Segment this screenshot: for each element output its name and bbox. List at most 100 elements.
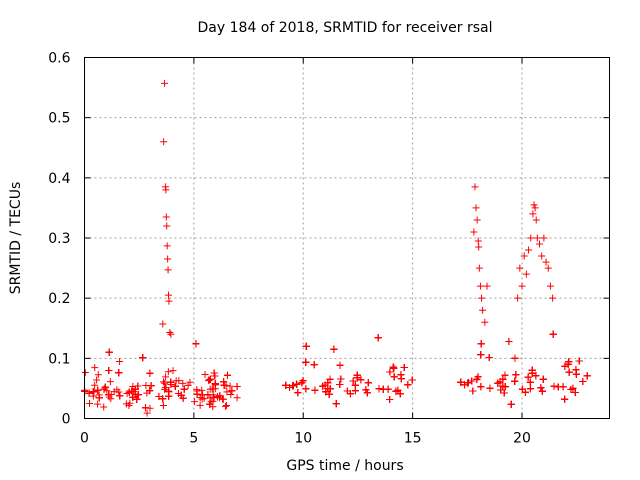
data-point bbox=[180, 385, 188, 393]
data-point bbox=[161, 79, 169, 87]
data-point bbox=[511, 354, 519, 362]
data-point bbox=[408, 376, 416, 384]
data-point bbox=[349, 377, 357, 385]
data-point bbox=[93, 376, 101, 384]
data-point bbox=[471, 183, 479, 191]
data-point bbox=[175, 377, 183, 385]
data-point bbox=[496, 378, 504, 386]
data-point bbox=[565, 358, 573, 366]
data-point bbox=[386, 395, 394, 403]
data-point bbox=[501, 383, 509, 391]
x-tick-label: 0 bbox=[80, 431, 89, 447]
data-point bbox=[222, 401, 230, 409]
data-point bbox=[379, 385, 387, 393]
data-point bbox=[390, 373, 398, 381]
data-point bbox=[546, 282, 554, 290]
data-point bbox=[479, 306, 487, 314]
y-tick-label: 0.5 bbox=[48, 111, 70, 127]
data-point bbox=[404, 381, 412, 389]
data-point bbox=[161, 379, 169, 387]
data-point bbox=[105, 348, 113, 356]
data-point bbox=[177, 391, 185, 399]
data-point bbox=[162, 373, 170, 381]
data-point bbox=[571, 389, 579, 397]
data-point bbox=[105, 391, 113, 399]
data-point bbox=[116, 392, 124, 400]
data-point bbox=[147, 382, 155, 390]
data-point bbox=[159, 320, 167, 328]
data-point bbox=[501, 371, 509, 379]
data-point bbox=[575, 357, 583, 365]
data-point bbox=[129, 393, 137, 401]
data-point bbox=[511, 377, 519, 385]
data-point bbox=[159, 395, 167, 403]
data-point bbox=[579, 378, 587, 386]
data-point bbox=[160, 138, 168, 146]
data-point bbox=[569, 384, 577, 392]
data-point bbox=[141, 404, 149, 412]
data-point bbox=[85, 389, 93, 397]
data-point bbox=[583, 372, 591, 380]
data-point bbox=[351, 387, 359, 395]
data-point bbox=[94, 400, 102, 408]
data-point bbox=[165, 291, 172, 299]
data-point bbox=[95, 394, 103, 402]
data-point bbox=[184, 381, 192, 389]
data-point bbox=[302, 342, 310, 350]
data-point bbox=[310, 361, 318, 369]
data-point bbox=[542, 258, 550, 266]
data-point bbox=[146, 387, 154, 395]
data-point bbox=[164, 255, 172, 263]
data-point bbox=[164, 368, 172, 376]
data-point bbox=[549, 330, 557, 338]
data-point bbox=[537, 384, 545, 392]
data-point bbox=[464, 379, 472, 387]
data-point bbox=[528, 366, 536, 374]
data-point bbox=[525, 246, 533, 254]
data-point bbox=[298, 379, 306, 387]
data-point bbox=[326, 385, 334, 393]
data-point bbox=[206, 400, 214, 408]
data-point bbox=[211, 372, 219, 380]
data-point bbox=[362, 386, 370, 394]
data-point bbox=[514, 294, 522, 302]
data-point bbox=[486, 384, 494, 392]
data-point bbox=[516, 264, 524, 272]
data-point bbox=[507, 400, 515, 408]
data-point bbox=[211, 380, 219, 388]
data-point bbox=[475, 264, 483, 272]
data-point bbox=[478, 294, 486, 302]
data-point bbox=[221, 402, 229, 410]
data-point bbox=[162, 186, 170, 194]
y-tick-label: 0.6 bbox=[48, 51, 70, 67]
y-tick-labels: 0 0.1 0.2 0.3 0.4 0.5 0.6 bbox=[48, 51, 70, 428]
data-point bbox=[520, 252, 528, 260]
y-tick-label: 0.1 bbox=[48, 351, 70, 367]
data-point bbox=[294, 389, 302, 397]
data-point bbox=[166, 328, 174, 336]
data-point bbox=[477, 383, 485, 391]
data-point bbox=[364, 379, 372, 387]
data-point bbox=[162, 213, 170, 221]
data-point bbox=[533, 234, 541, 242]
y-tick-label: 0.2 bbox=[48, 291, 70, 307]
chart-title: Day 184 of 2018, SRMTID for receiver rsa… bbox=[198, 20, 493, 36]
data-point bbox=[289, 382, 297, 390]
data-point bbox=[165, 387, 173, 395]
data-point bbox=[134, 382, 142, 390]
data-point bbox=[201, 371, 209, 379]
data-point bbox=[400, 364, 408, 372]
data-point bbox=[86, 400, 94, 408]
data-point bbox=[461, 381, 469, 389]
data-point bbox=[483, 282, 491, 290]
data-point bbox=[90, 388, 98, 396]
data-point bbox=[223, 388, 231, 396]
data-point bbox=[536, 240, 543, 248]
data-point bbox=[457, 378, 465, 386]
data-point bbox=[81, 369, 89, 377]
data-point bbox=[198, 386, 206, 394]
data-point bbox=[205, 377, 213, 385]
data-point bbox=[155, 393, 163, 401]
data-point bbox=[550, 382, 558, 390]
data-point bbox=[375, 385, 383, 393]
